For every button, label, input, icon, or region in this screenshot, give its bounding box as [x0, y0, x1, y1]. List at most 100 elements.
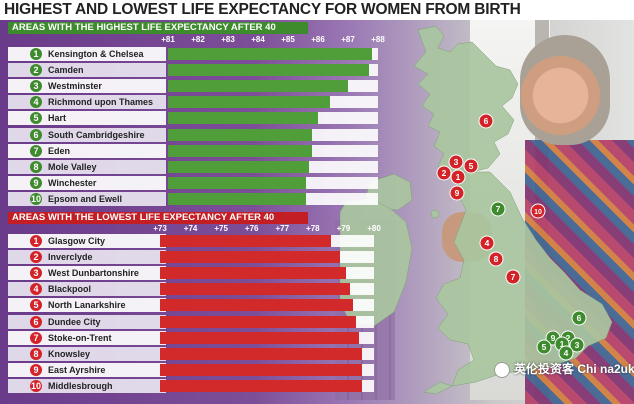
bar	[160, 379, 362, 392]
bar	[168, 192, 306, 205]
x-tick-label: +87	[341, 35, 355, 44]
rank-badge: 4	[30, 283, 42, 296]
page-title: HIGHEST AND LOWEST LIFE EXPECTANCY FOR W…	[4, 1, 521, 18]
row-label-background	[8, 191, 166, 206]
row-label-background	[8, 314, 166, 329]
bar	[168, 80, 348, 93]
category-label: Knowsley	[48, 348, 91, 359]
category-label: North Lanarkshire	[48, 300, 126, 311]
bar	[160, 363, 362, 376]
lowest-row: 6 Dundee City	[8, 314, 392, 330]
bar	[160, 251, 341, 264]
lowest-row: 1 Glasgow City	[8, 234, 392, 249]
lowest-row: 7 Stoke-on-Trent	[8, 330, 392, 346]
x-tick-label: +88	[371, 35, 385, 44]
bar	[168, 176, 306, 189]
rank-badge: 2	[30, 251, 42, 264]
x-tick-label: +81	[161, 35, 175, 44]
map-marker: 6	[478, 113, 494, 129]
map-marker: 7	[505, 269, 521, 285]
category-label: Middlesbrough	[48, 380, 113, 391]
x-tick-label: +76	[244, 224, 259, 233]
map-marker-label: 9	[551, 333, 556, 343]
row-label-background	[8, 330, 166, 345]
bar	[168, 160, 309, 173]
category-label: Blackpool	[48, 284, 92, 295]
map-marker-label: 10	[534, 209, 542, 216]
map-marker: 2	[436, 165, 452, 181]
x-tick-label: +74	[183, 224, 198, 233]
row-label-background	[8, 63, 166, 78]
lowest-x-ticks: +73 +74 +75 +76 +77 +78 +79 +80	[0, 224, 400, 236]
map-marker-label: 6	[484, 116, 489, 126]
rank-badge: 10	[30, 379, 42, 392]
x-tick-label: +80	[367, 224, 381, 233]
row-label-background	[8, 127, 166, 142]
rank-badge: 8	[30, 347, 42, 360]
map-marker-label: 9	[455, 188, 460, 198]
highest-row: 6 South Cambridgeshire	[8, 127, 396, 143]
highest-row: 1 Kensington & Chelsea	[8, 47, 396, 62]
category-label: Dundee City	[48, 316, 101, 327]
map-marker-label: 6	[577, 313, 582, 323]
row-label-background	[8, 111, 166, 126]
map-marker: 8	[488, 251, 504, 267]
x-tick-label: +78	[306, 224, 320, 233]
bar	[160, 299, 353, 312]
map-marker: 5	[463, 158, 479, 174]
map-markers: 6 3 2 1 5 9 10 4 8 7 7 6 9 2 3 1 5 4	[436, 113, 587, 361]
category-label: Glasgow City	[48, 236, 106, 246]
row-label-background	[8, 95, 166, 110]
rank-badge: 7	[30, 144, 42, 157]
bar	[160, 267, 347, 280]
lowest-row: 10 Middlesbrough	[8, 378, 392, 394]
lowest-row: 8 Knowsley	[8, 346, 392, 362]
lowest-row: 5 North Lanarkshire	[8, 298, 392, 313]
woman-head	[520, 35, 610, 145]
map-marker-label: 8	[494, 254, 499, 264]
watermark: 英伦投资客 Chi na2uk	[494, 360, 634, 378]
map-marker: 3	[448, 154, 464, 170]
map-marker: 10	[530, 203, 546, 219]
category-label: South Cambridgeshire	[48, 129, 145, 140]
highest-row: 2 Camden	[8, 63, 396, 78]
highest-row: 3 Westminster	[8, 79, 396, 94]
map-marker-label: 1	[560, 339, 565, 349]
highest-row: 4 Richmond upon Thames	[8, 95, 396, 110]
row-label-background	[8, 378, 166, 393]
category-label: Camden	[48, 65, 84, 76]
highest-row: 10 Epsom and Ewell	[8, 191, 396, 207]
rank-badge: 1	[30, 48, 42, 60]
map-marker: 6	[571, 310, 587, 326]
x-tick-label: +83	[221, 35, 235, 44]
map-marker: 7	[490, 201, 506, 217]
row-label-background	[8, 266, 166, 281]
map-marker: 5	[536, 339, 552, 355]
map-marker: 3	[569, 337, 585, 353]
category-label: Richmond upon Thames	[48, 97, 154, 108]
bar	[160, 315, 356, 328]
title-bar: HIGHEST AND LOWEST LIFE EXPECTANCY FOR W…	[0, 0, 634, 20]
category-label: West Dunbartonshire	[48, 268, 139, 279]
x-tick-label: +82	[191, 35, 205, 44]
rank-badge: 3	[30, 80, 42, 93]
rank-badge: 6	[30, 315, 42, 328]
x-tick-label: +84	[251, 35, 265, 44]
rank-badge: 1	[30, 235, 42, 247]
lowest-row: 2 Inverclyde	[8, 250, 392, 265]
map-marker-label: 5	[542, 342, 547, 352]
category-label: Inverclyde	[48, 252, 93, 263]
map-marker: 9	[449, 185, 465, 201]
x-tick-label: +79	[336, 224, 351, 233]
highest-row: 8 Mole Valley	[8, 159, 396, 175]
x-tick-label: +73	[153, 224, 167, 233]
map-marker-label: 4	[485, 238, 490, 248]
lowest-row: 4 Blackpool	[8, 282, 392, 297]
rank-badge: 6	[30, 128, 42, 141]
rank-badge: 9	[30, 176, 42, 189]
category-label: Stoke-on-Trent	[48, 332, 112, 343]
row-label-background	[8, 346, 166, 361]
bar	[168, 128, 312, 141]
highest-x-ticks: +81 +82 +83 +84 +85 +86 +87 +88	[0, 35, 400, 47]
